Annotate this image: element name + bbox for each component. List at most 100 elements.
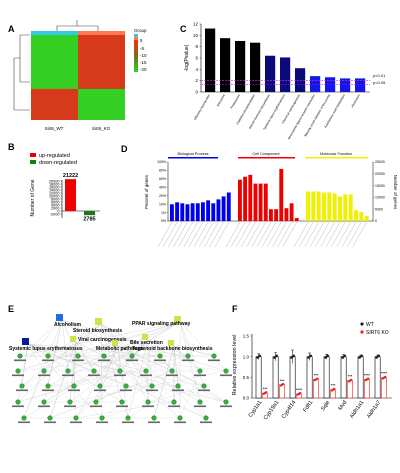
- pathway-label-metabolic: Metabolic pathways: [96, 346, 143, 352]
- e-edge: [69, 341, 77, 403]
- d-bar: [311, 191, 316, 221]
- d-category-label-placeholder: [162, 221, 178, 248]
- e-gene-label-placeholder: [220, 374, 232, 377]
- e-edge: [179, 321, 201, 403]
- b-data-label: 2785: [83, 217, 95, 223]
- d-tick-label-left: 0%: [161, 219, 166, 223]
- d-tick-label-left: 20%: [159, 194, 166, 198]
- d-tick-label-left: 40%: [159, 185, 166, 189]
- e-edge: [23, 321, 181, 419]
- group-bar-ko: [78, 31, 125, 35]
- e-edge: [17, 343, 29, 403]
- d-bar: [243, 176, 248, 221]
- c-bar: [250, 42, 261, 92]
- d-category-label-placeholder: [336, 221, 351, 248]
- group-bar-wt: [31, 31, 78, 35]
- d-bar: [359, 212, 364, 221]
- e-gene-label-placeholder: [18, 421, 30, 424]
- heatmap-col-label-wt: Sirt6_WT: [45, 126, 64, 131]
- f-bar-ko: [364, 379, 370, 399]
- e-edge: [147, 339, 189, 357]
- d-category-label-placeholder: [188, 221, 204, 248]
- e-gene-node: [197, 368, 203, 374]
- pathway-node-viral: [70, 336, 76, 342]
- f-bar-ko: [279, 384, 285, 399]
- f-tick-label: 0.5: [243, 375, 250, 380]
- row-dendrogram: [13, 34, 30, 111]
- e-edge: [27, 343, 45, 372]
- b-tick-label: 6000: [51, 200, 59, 204]
- e-gene-node: [117, 368, 123, 374]
- e-edge: [75, 341, 105, 357]
- d-bar: [322, 192, 326, 221]
- d-bar: [364, 216, 369, 221]
- f-significance: ****: [296, 387, 303, 392]
- b-tick-label: 12000: [49, 191, 60, 195]
- c-category-label: Maturity onset diabetes of the young: [303, 93, 331, 137]
- e-gene-label-placeholder: [12, 405, 24, 408]
- panel-letter-d: D: [121, 144, 128, 154]
- legend-swatch-down: [30, 160, 36, 164]
- b-tick-label: 16000: [49, 185, 60, 189]
- e-gene-label-placeholder: [154, 359, 166, 362]
- e-edge: [95, 385, 127, 403]
- e-edge: [100, 323, 147, 372]
- d-category-label-placeholder: [272, 221, 287, 248]
- f-point-ko: [316, 377, 319, 380]
- e-gene-label-placeholder: [172, 389, 184, 392]
- go-group-label-bp: Biological Process: [177, 152, 208, 156]
- e-gene-node: [211, 353, 217, 359]
- e-gene-label-placeholder: [122, 421, 134, 424]
- d-bar: [338, 196, 342, 221]
- e-gene-label-placeholder: [140, 374, 152, 377]
- e-edge: [21, 343, 29, 387]
- d-tick-label-left: 80%: [159, 169, 166, 173]
- column-dendrogram: [56, 20, 99, 31]
- c-ylabel: -log(Pvalue): [184, 44, 190, 71]
- e-gene-node: [71, 383, 77, 389]
- b-tick-label: 14000: [49, 188, 60, 192]
- f-point-wt: [275, 354, 278, 357]
- heatmap-col-label-ko: Sirt6_KO: [92, 126, 111, 131]
- f-bar-wt: [374, 356, 381, 399]
- panel-letter-e: E: [8, 304, 14, 314]
- go-annotation-chart: Biological Process Cell Component Molecu…: [144, 152, 398, 248]
- d-tick-label-right: 10000: [375, 196, 385, 200]
- f-bar-ko: [381, 377, 387, 399]
- d-category-label-placeholder: [256, 221, 272, 248]
- e-edge: [100, 323, 227, 403]
- e-gene-node: [177, 415, 183, 421]
- e-gene-label-placeholder: [94, 389, 106, 392]
- c-tick-label: 6: [195, 56, 198, 61]
- d-bar: [216, 199, 221, 221]
- legend-label-ko: SIRT6 KO: [366, 330, 389, 336]
- e-gene-node: [97, 383, 103, 389]
- e-gene-node: [129, 353, 135, 359]
- e-gene-node: [75, 353, 81, 359]
- d-bar: [348, 194, 353, 221]
- e-edge: [27, 343, 227, 403]
- c-bar: [280, 57, 291, 92]
- e-edge: [17, 355, 189, 403]
- e-gene-label-placeholder: [182, 359, 194, 362]
- d-category-label-placeholder: [199, 221, 214, 248]
- f-point-ko: [282, 382, 285, 386]
- e-edge: [77, 355, 207, 419]
- d-bar: [180, 203, 185, 221]
- d-category-label-placeholder: [214, 221, 229, 248]
- d-category-label-placeholder: [246, 221, 261, 248]
- e-gene-node: [91, 368, 97, 374]
- d-category-label-placeholder: [173, 221, 188, 248]
- d-bar: [306, 191, 310, 221]
- f-category-label: Aldh1a7: [366, 400, 382, 420]
- e-edge: [99, 345, 119, 387]
- e-edge: [49, 341, 77, 419]
- d-tick-label-left: 1%: [161, 211, 166, 215]
- e-edge: [145, 370, 149, 403]
- d-bar: [269, 209, 273, 221]
- go-group-label-mf: Molecular Function: [320, 152, 352, 156]
- d-bar: [263, 183, 268, 221]
- deg-count-chart: up-regulated down-regulated 200001800016…: [30, 153, 100, 223]
- pathway-label-alcoholism: Alcoholism: [54, 322, 82, 328]
- f-point-ko: [299, 391, 302, 395]
